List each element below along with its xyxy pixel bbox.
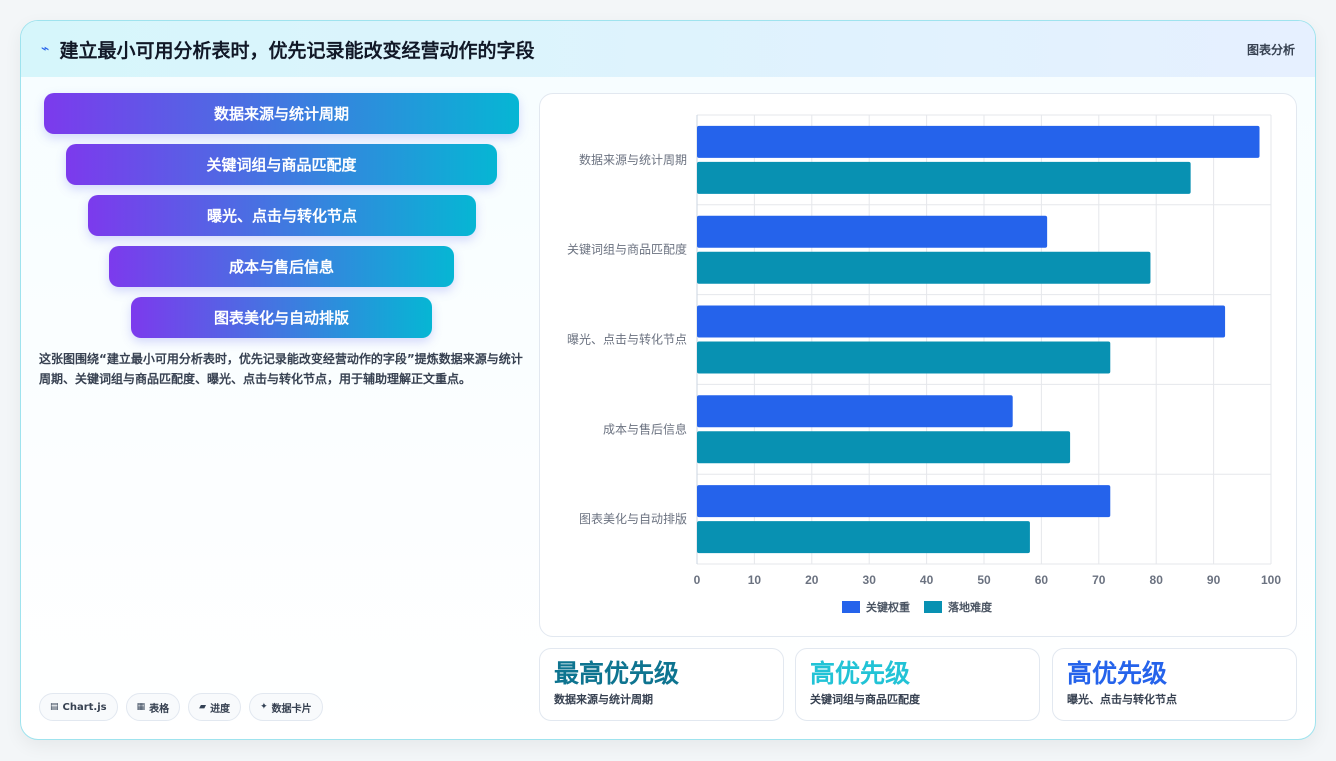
y-tick-label: 图表美化与自动排版 [579,512,687,526]
chart-panel: 0 10 20 30 40 50 60 70 80 90 100 数据来源与统计周期关键词组与商品匹配… [539,93,1297,637]
x-tick-label: 50 [977,573,991,587]
kpi-label: 曝光、点击与转化节点 [1067,693,1177,706]
pill-data-card[interactable]: ✦ 数据卡片 [249,693,323,721]
pill-chartjs[interactable]: ▤ Chart.js [39,693,118,721]
bar [697,341,1111,374]
pill-table[interactable]: ▦ 表格 [125,693,181,721]
x-tick-label: 40 [920,573,934,587]
sparkle-icon: ✦ [260,702,268,712]
pill-progress[interactable]: ▰ 进度 [188,693,242,721]
x-tick-label: 90 [1207,573,1221,587]
table-icon: ▦ [136,702,146,712]
x-tick-label: 0 [694,573,701,587]
main-card: ⌁ 建立最小可用分析表时，优先记录能改变经营动作的字段 图表分析 数据来源与统计… [20,20,1316,740]
x-tick-label: 30 [863,573,877,587]
page-title: 建立最小可用分析表时，优先记录能改变经营动作的字段 [59,39,535,62]
x-tick-label: 70 [1092,573,1106,587]
kpi-label: 关键词组与商品匹配度 [810,693,920,706]
x-tick-label: 80 [1150,573,1164,587]
funnel-step: 曝光、点击与转化节点 [88,195,476,236]
legend-swatch [842,601,860,613]
legend-swatch [924,601,942,613]
header: ⌁ 建立最小可用分析表时，优先记录能改变经营动作的字段 图表分析 [21,21,1315,77]
kpi-card: 高优先级 曝光、点击与转化节点 [1052,648,1297,721]
y-tick-label: 曝光、点击与转化节点 [567,332,687,347]
bar [697,161,1191,194]
funnel-step: 图表美化与自动排版 [131,297,432,338]
chart-icon: ▤ [50,702,59,712]
kpi-card: 最高优先级 数据来源与统计周期 [539,648,784,721]
x-tick-label: 100 [1261,573,1281,587]
bar [697,215,1048,248]
x-tick-label: 10 [748,573,762,587]
bar [697,395,1013,428]
tool-pills: ▤ Chart.js ▦ 表格 ▰ 进度 ✦ 数据卡片 [39,693,323,721]
bar [697,125,1260,158]
y-tick-label: 成本与售后信息 [603,421,687,436]
bar [697,431,1071,464]
pill-label: 进度 [210,703,231,715]
header-tag: 图表分析 [1246,42,1295,57]
progress-icon: ▰ [199,702,207,712]
bar [697,251,1151,284]
funnel-step: 成本与售后信息 [109,246,454,287]
funnel-step: 关键词组与商品匹配度 [66,144,497,185]
y-tick-label: 关键词组与商品匹配度 [567,242,687,257]
y-tick-label: 数据来源与统计周期 [579,152,687,167]
kpi-value: 高优先级 [810,659,911,688]
kpi-value: 高优先级 [1067,659,1168,688]
trend-icon: ⌁ [41,41,50,57]
x-tick-label: 20 [805,573,819,587]
x-tick-label: 60 [1035,573,1049,587]
legend-label: 落地难度 [948,600,993,614]
pill-label: 数据卡片 [271,703,312,715]
bar-chart: 0 10 20 30 40 50 60 70 80 90 100 数据来源与统计周期关键词组与商品匹配… [567,114,1281,614]
kpi-card: 高优先级 关键词组与商品匹配度 [795,648,1040,721]
bar [697,521,1030,554]
kpi-value: 最高优先级 [554,659,680,688]
kpi-label: 数据来源与统计周期 [554,693,653,706]
description: 这张图围绕“建立最小可用分析表时，优先记录能改变经营动作的字段”提炼数据来源与统… [39,352,523,386]
bar [697,485,1111,518]
bar [697,305,1226,338]
pill-label: Chart.js [62,701,107,713]
legend-label: 关键权重 [866,600,910,614]
funnel-step: 数据来源与统计周期 [44,93,519,134]
pill-label: 表格 [149,703,170,715]
